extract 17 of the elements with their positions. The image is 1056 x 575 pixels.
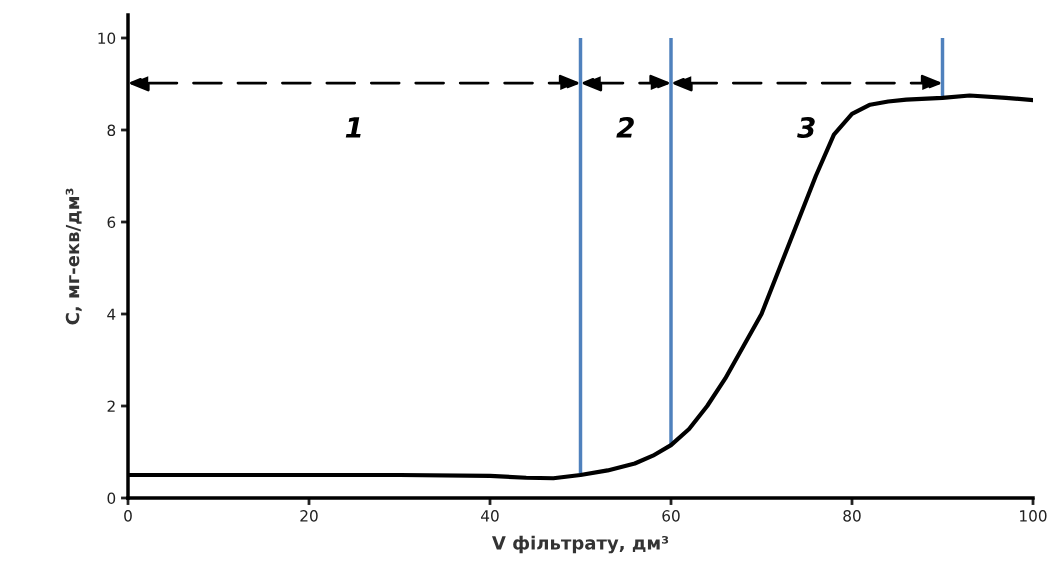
x-axis-title: V фільтрату, дм³: [491, 535, 669, 554]
annotation: 2: [616, 117, 634, 138]
y-tick-label: 6: [107, 216, 116, 229]
y-axis-title: C, мг-екв/дм³: [65, 188, 82, 325]
x-tick-label: 60: [662, 510, 680, 522]
x-tick-label: 40: [481, 510, 499, 522]
annotation: 1: [345, 117, 361, 138]
y-tick-label: 8: [107, 124, 116, 137]
x-tick-label: 20: [300, 510, 318, 522]
y-tick-label: 10: [98, 32, 116, 45]
x-tick-label: 100: [1020, 510, 1047, 522]
x-tick-label: 80: [843, 510, 861, 522]
x-tick-label: 0: [124, 510, 132, 522]
y-tick-label: 2: [107, 400, 115, 412]
y-tick-label: 0: [107, 492, 116, 505]
annotation: 3: [797, 117, 815, 139]
y-tick-label: 4: [107, 308, 116, 320]
